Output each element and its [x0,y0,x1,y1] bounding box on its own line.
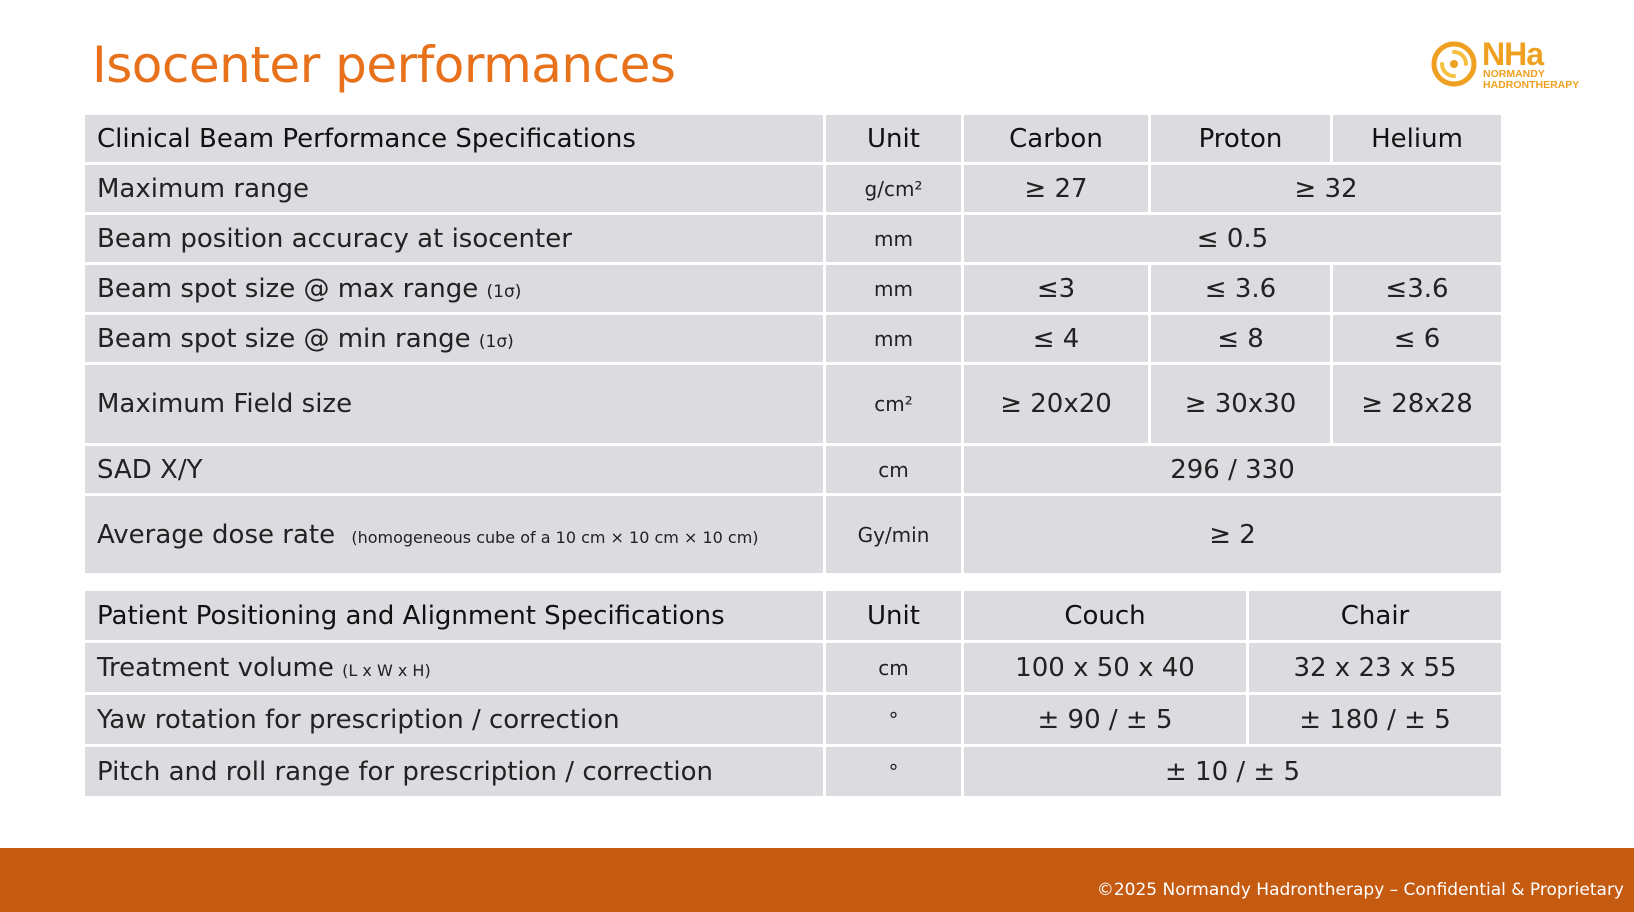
row-label: Beam spot size @ max range [97,273,479,304]
row-label-cell: Average dose rate (homogeneous cube of a… [82,493,826,576]
row-label: Maximum range [82,162,826,215]
header-cell-chair: Chair [1246,588,1504,643]
row-value: ≥ 2 [961,493,1504,576]
table-row: Yaw rotation for prescription / correcti… [82,692,1504,747]
row-unit: cm [823,640,964,695]
row-note: (1σ) [478,331,514,352]
table-row: Beam position accuracy at isocenter mm ≤… [82,212,1504,265]
header-cell-proton: Proton [1148,112,1333,165]
table-header-row: Clinical Beam Performance Specifications… [82,112,1504,165]
header-cell-spec: Clinical Beam Performance Specifications [82,112,826,165]
swirl-logo-icon [1431,41,1477,87]
row-label: SAD X/Y [82,443,826,496]
row-value: 100 x 50 x 40 [961,640,1249,695]
footer-copyright: ©2025 Normandy Hadrontherapy – Confident… [1096,880,1624,900]
row-unit: mm [823,212,964,265]
row-label-cell: Beam spot size @ min range (1σ) [82,312,826,365]
row-label: Yaw rotation for prescription / correcti… [82,692,826,747]
row-unit: cm² [823,362,964,446]
table-row: Average dose rate (homogeneous cube of a… [82,493,1504,576]
company-logo: NHa NORMANDY HADRONTHERAPY [1428,36,1598,96]
row-value: ≤ 0.5 [961,212,1504,265]
row-value: ≥ 28x28 [1330,362,1504,446]
row-value: ± 90 / ± 5 [961,692,1249,747]
row-unit: Gy/min [823,493,964,576]
row-label-cell: Beam spot size @ max range (1σ) [82,262,826,315]
row-note: (L x W x H) [342,660,431,680]
row-value: 296 / 330 [961,443,1504,496]
logo-main-text: NHa [1482,36,1544,72]
table-row: SAD X/Y cm 296 / 330 [82,443,1504,496]
row-unit: ° [823,692,964,747]
logo-line-1: NORMANDY [1483,68,1545,80]
header-cell-spec: Patient Positioning and Alignment Specif… [82,588,826,643]
row-unit: mm [823,312,964,365]
row-label: Treatment volume [97,652,334,683]
row-note: (homogeneous cube of a 10 cm × 10 cm × 1… [351,527,759,547]
header-cell-helium: Helium [1330,112,1504,165]
row-note: (1σ) [486,281,522,302]
row-value: ≤ 3.6 [1148,262,1333,315]
row-value: ≤3 [961,262,1151,315]
header-cell-unit: Unit [823,588,964,643]
row-value: ≤ 4 [961,312,1151,365]
row-value: ± 180 / ± 5 [1246,692,1504,747]
row-value: ± 10 / ± 5 [961,744,1504,799]
row-value: ≥ 32 [1148,162,1504,215]
row-label: Beam spot size @ min range [97,323,471,354]
table-row: Maximum range g/cm² ≥ 27 ≥ 32 [82,162,1504,215]
row-label: Beam position accuracy at isocenter [82,212,826,265]
row-value: ≤3.6 [1330,262,1504,315]
row-unit: cm [823,443,964,496]
row-value: ≤ 6 [1330,312,1504,365]
logo-subtitle: NORMANDY HADRONTHERAPY [1483,69,1579,91]
row-value: ≥ 30x30 [1148,362,1333,446]
row-label: Maximum Field size [82,362,826,446]
page-title: Isocenter performances [92,36,676,94]
row-value: 32 x 23 x 55 [1246,640,1504,695]
clinical-beam-table: Clinical Beam Performance Specifications… [82,112,1504,576]
row-unit: ° [823,744,964,799]
row-value: ≤ 8 [1148,312,1333,365]
table-row: Maximum Field size cm² ≥ 20x20 ≥ 30x30 ≥… [82,362,1504,446]
header-cell-carbon: Carbon [961,112,1151,165]
header-cell-unit: Unit [823,112,964,165]
footer-bar: ©2025 Normandy Hadrontherapy – Confident… [0,848,1634,912]
row-value: ≥ 20x20 [961,362,1151,446]
table-header-row: Patient Positioning and Alignment Specif… [82,588,1504,643]
table-row: Treatment volume (L x W x H) cm 100 x 50… [82,640,1504,695]
row-label-cell: Treatment volume (L x W x H) [82,640,826,695]
table-row: Pitch and roll range for prescription / … [82,744,1504,799]
row-value: ≥ 27 [961,162,1151,215]
row-unit: mm [823,262,964,315]
row-unit: g/cm² [823,162,964,215]
header-cell-couch: Couch [961,588,1249,643]
row-label: Average dose rate [97,519,336,550]
table-row: Beam spot size @ min range (1σ) mm ≤ 4 ≤… [82,312,1504,365]
patient-positioning-table: Patient Positioning and Alignment Specif… [82,588,1504,799]
logo-line-2: HADRONTHERAPY [1483,79,1580,91]
table-row: Beam spot size @ max range (1σ) mm ≤3 ≤ … [82,262,1504,315]
row-label: Pitch and roll range for prescription / … [82,744,826,799]
